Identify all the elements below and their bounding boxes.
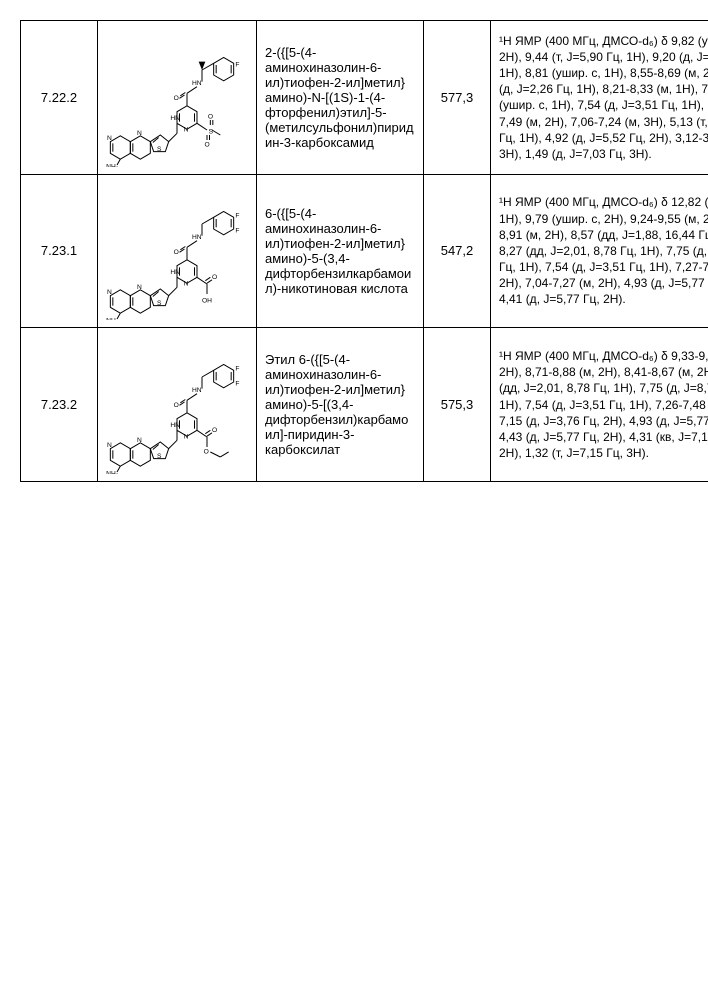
compound-nmr: ¹H ЯМР (400 МГц, ДМСО-d₆) δ 9,33-9,52 (м… [491, 328, 708, 482]
table-row: 7.23.1 NH₂ N N S [21, 174, 708, 328]
svg-text:HN: HN [192, 80, 202, 87]
svg-text:O: O [174, 95, 179, 102]
svg-text:O: O [174, 402, 179, 409]
svg-text:HN: HN [170, 115, 180, 122]
compound-name: 2-({[5-(4-аминохиназолин-6-ил)тиофен-2-и… [257, 21, 424, 175]
svg-text:HN: HN [170, 422, 180, 429]
compound-mass: 575,3 [424, 328, 491, 482]
svg-text:F: F [235, 62, 239, 69]
svg-text:HN: HN [170, 269, 180, 276]
compound-structure: NH₂ N N S HN N [98, 328, 257, 482]
molecule-icon: NH₂ N N S HN N [102, 179, 252, 321]
compound-name: 6-({[5-(4-аминохиназолин-6-ил)тиофен-2-и… [257, 174, 424, 328]
svg-text:NH₂: NH₂ [106, 163, 119, 166]
compound-structure: NH₂ N N S HN N [98, 174, 257, 328]
compound-nmr: ¹H ЯМР (400 МГц, ДМСО-d₆) δ 9,82 (ушир. … [491, 21, 708, 175]
svg-text:O: O [204, 142, 209, 149]
compound-mass: 547,2 [424, 174, 491, 328]
compound-nmr: ¹H ЯМР (400 МГц, ДМСО-d₆) δ 12,82 (ушир.… [491, 174, 708, 328]
compound-mass: 577,3 [424, 21, 491, 175]
svg-text:N: N [137, 130, 142, 137]
svg-text:N: N [137, 284, 142, 291]
svg-text:O: O [212, 427, 217, 434]
svg-text:O: O [174, 249, 179, 256]
svg-text:F: F [235, 212, 239, 219]
svg-text:N: N [107, 289, 112, 296]
table-row: 7.22.2 NH₂ N N S [21, 21, 708, 175]
svg-text:HN: HN [192, 387, 202, 394]
svg-text:O: O [208, 113, 213, 120]
svg-text:N: N [107, 135, 112, 142]
svg-text:S: S [157, 453, 162, 460]
svg-text:N: N [184, 280, 189, 287]
compound-structure: NH₂ N N S HN N [98, 21, 257, 175]
molecule-icon: NH₂ N N S HN N [102, 332, 252, 474]
svg-text:S: S [157, 299, 162, 306]
svg-text:N: N [184, 127, 189, 134]
table-row: 7.23.2 NH₂ N N S [21, 328, 708, 482]
svg-text:NH₂: NH₂ [106, 471, 119, 474]
svg-text:F: F [235, 381, 239, 388]
svg-text:NH₂: NH₂ [106, 317, 119, 320]
compound-table: 7.22.2 NH₂ N N S [20, 20, 708, 482]
svg-text:OH: OH [202, 297, 212, 304]
svg-text:O: O [204, 449, 209, 456]
compound-id: 7.22.2 [21, 21, 98, 175]
svg-text:O: O [212, 274, 217, 281]
svg-text:F: F [235, 366, 239, 373]
molecule-icon: NH₂ N N S HN N [102, 25, 252, 167]
svg-text:HN: HN [192, 234, 202, 241]
compound-id: 7.23.1 [21, 174, 98, 328]
svg-text:S: S [157, 146, 162, 153]
compound-id: 7.23.2 [21, 328, 98, 482]
svg-text:N: N [184, 434, 189, 441]
svg-text:F: F [235, 227, 239, 234]
svg-text:N: N [107, 442, 112, 449]
svg-text:N: N [137, 437, 142, 444]
compound-name: Этил 6-({[5-(4-аминохиназолин-6-ил)тиофе… [257, 328, 424, 482]
svg-text:S: S [209, 128, 214, 135]
